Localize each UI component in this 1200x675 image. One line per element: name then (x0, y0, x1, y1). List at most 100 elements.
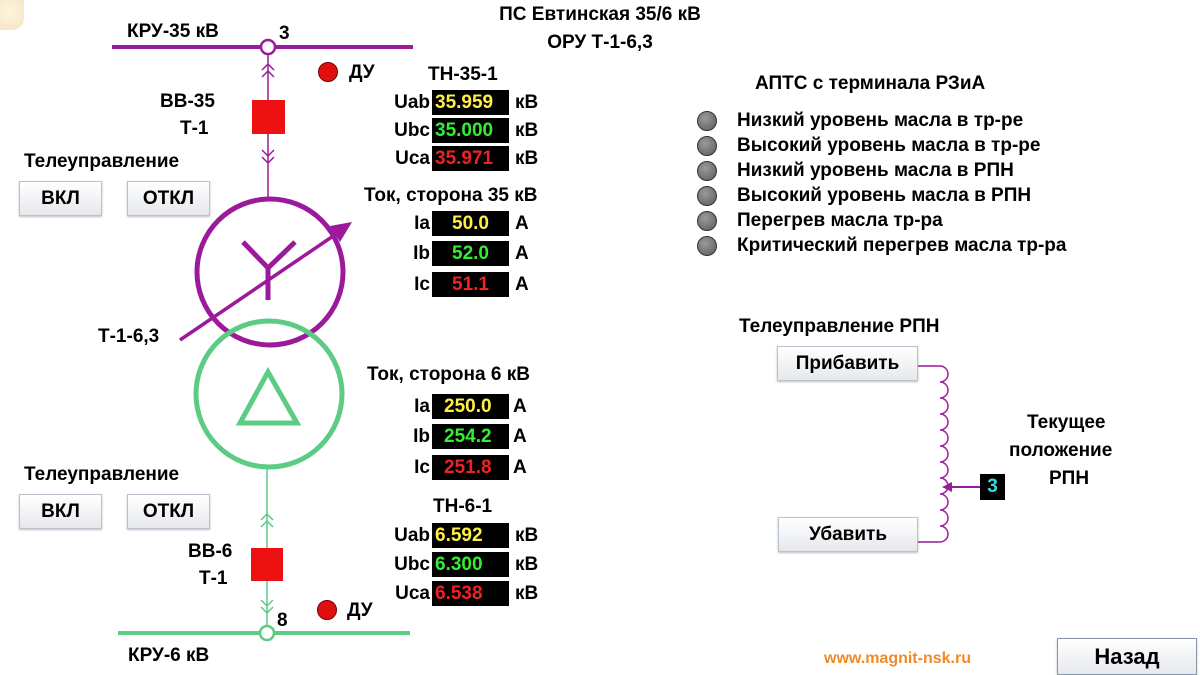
telecontrol-35-on-button[interactable]: ВКЛ (19, 181, 102, 216)
current35-ia-value: 50.0 (432, 211, 509, 236)
current6-ib-name: Ib (413, 426, 430, 447)
bus-6-label: КРУ-6 кВ (128, 645, 210, 666)
breaker-6[interactable] (251, 548, 283, 581)
tn35-uab-unit: кВ (515, 92, 539, 113)
tn6-uab-unit: кВ (515, 525, 539, 546)
bus-6-node-number: 8 (277, 610, 288, 631)
winding-35 (194, 196, 346, 348)
telecontrol-35-title: Телеуправление (24, 151, 180, 172)
tn35-uab-name: Uab (394, 92, 430, 113)
rpn-coil (917, 365, 949, 543)
telecontrol-35-off-button[interactable]: ОТКЛ (127, 181, 210, 216)
rpn-position-label-1: Текущее (1027, 412, 1106, 433)
current35-ic-value: 51.1 (432, 272, 509, 297)
current6-ia-value: 250.0 (432, 394, 509, 419)
current-35-title: Ток, сторона 35 кВ (364, 185, 538, 206)
tn35-uca-name: Uca (395, 148, 430, 169)
page-subtitle: ОРУ Т-1-6,3 (547, 32, 653, 53)
current35-ib-unit: А (515, 243, 529, 264)
bus-35-label: КРУ-35 кВ (127, 21, 219, 42)
tn6-uca-value: 6.538 (432, 581, 509, 606)
breaker-35[interactable] (252, 100, 285, 134)
du-6-indicator (317, 600, 337, 620)
rpn-position-label-3: РПН (1049, 468, 1090, 489)
rpn-pointer-head (942, 482, 952, 492)
tn6-uab-name: Uab (394, 525, 430, 546)
tn35-ubc-name: Ubc (394, 120, 430, 141)
disconnector-6-top (260, 512, 274, 528)
current35-ia-unit: А (515, 213, 529, 234)
current6-ia-name: Ia (414, 396, 430, 417)
apts-item: Перегрев масла тр-ра (697, 209, 943, 233)
rpn-title: Телеуправление РПН (739, 316, 940, 337)
telecontrol-6-on-button[interactable]: ВКЛ (19, 494, 102, 529)
disconnector-35-top (261, 62, 275, 78)
rpn-position-value: 3 (980, 474, 1005, 500)
page-title: ПС Евтинская 35/6 кВ (499, 4, 701, 25)
tn6-uca-name: Uca (395, 583, 430, 604)
current35-ib-name: Ib (413, 243, 430, 264)
current6-ia-unit: А (513, 396, 527, 417)
rpn-lower-button[interactable]: Убавить (778, 517, 918, 552)
winding-6 (193, 318, 345, 470)
tn35-uca-unit: кВ (515, 148, 539, 169)
du-6-label: ДУ (347, 600, 373, 621)
transformer-label: Т-1-6,3 (98, 326, 160, 347)
current6-ib-unit: А (513, 426, 527, 447)
bus-6-node (258, 624, 276, 642)
current-6-title: Ток, сторона 6 кВ (367, 364, 530, 385)
breaker-35-label-2: Т-1 (180, 118, 209, 139)
breaker-35-label: ВВ-35 (160, 91, 215, 112)
bus-35-node-number: 3 (279, 23, 290, 44)
breaker-6-label-2: Т-1 (199, 568, 228, 589)
tn35-title: ТН-35-1 (428, 64, 498, 85)
telecontrol-6-title: Телеуправление (24, 464, 180, 485)
tn35-uab-value: 35.959 (432, 90, 509, 115)
apts-item: Высокий уровень масла в тр-ре (697, 134, 1040, 158)
star-symbol (241, 240, 297, 300)
tn35-ubc-value: 35.000 (432, 118, 509, 143)
status-lamp-icon (697, 111, 717, 131)
status-lamp-icon (697, 186, 717, 206)
current6-ic-unit: А (513, 457, 527, 478)
tn6-uca-unit: кВ (515, 583, 539, 604)
rpn-raise-button[interactable]: Прибавить (777, 346, 918, 381)
status-lamp-icon (697, 236, 717, 256)
tn35-uca-value: 35.971 (432, 146, 509, 171)
rpn-position-label-2: положение (1009, 440, 1113, 461)
du-35-label: ДУ (349, 62, 375, 83)
status-lamp-icon (697, 161, 717, 181)
delta-symbol (235, 366, 302, 426)
tn6-uab-value: 6.592 (432, 523, 509, 548)
current35-ic-unit: А (515, 274, 529, 295)
apts-item: Высокий уровень масла в РПН (697, 184, 1031, 208)
current35-ib-value: 52.0 (432, 241, 509, 266)
tn35-ubc-unit: кВ (515, 120, 539, 141)
current6-ib-value: 254.2 (432, 424, 509, 449)
tn6-ubc-value: 6.300 (432, 552, 509, 577)
apts-title: АПТС с терминала РЗиА (755, 73, 986, 94)
tap-arrow-line (179, 226, 346, 342)
current6-ic-name: Ic (414, 457, 430, 478)
apts-item: Низкий уровень масла в РПН (697, 159, 1014, 183)
du-35-indicator (318, 62, 338, 82)
current6-ic-value: 251.8 (432, 455, 509, 480)
apts-item: Критический перегрев масла тр-ра (697, 234, 1066, 258)
tn6-title: ТН-6-1 (433, 496, 493, 517)
status-lamp-icon (697, 136, 717, 156)
tn6-ubc-name: Ubc (394, 554, 430, 575)
tap-arrow-head (330, 222, 352, 242)
current35-ia-name: Ia (414, 213, 430, 234)
app-logo (0, 0, 24, 30)
tn6-ubc-unit: кВ (515, 554, 539, 575)
disconnector-6-bottom (260, 599, 274, 615)
apts-item: Низкий уровень масла в тр-ре (697, 109, 1023, 133)
current35-ic-name: Ic (414, 274, 430, 295)
disconnector-35-bottom (261, 149, 275, 165)
bus-35-node (259, 38, 277, 56)
website-link[interactable]: www.magnit-nsk.ru (824, 650, 971, 667)
telecontrol-6-off-button[interactable]: ОТКЛ (127, 494, 210, 529)
back-button[interactable]: Назад (1057, 638, 1197, 675)
status-lamp-icon (697, 211, 717, 231)
